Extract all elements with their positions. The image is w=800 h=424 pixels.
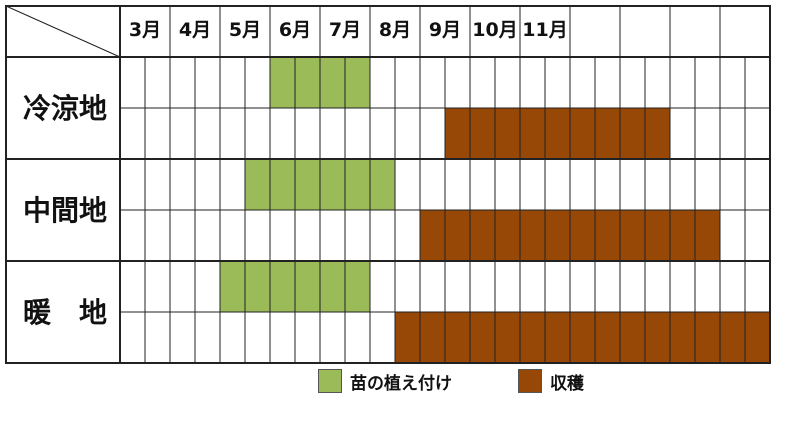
planting-cell bbox=[270, 159, 295, 210]
harvest-cell bbox=[670, 312, 695, 363]
harvest-cell bbox=[570, 210, 595, 261]
harvest-cell bbox=[520, 312, 545, 363]
harvest-cell bbox=[545, 108, 570, 159]
month-label: 11月 bbox=[522, 19, 567, 41]
region-label: 暖 地 bbox=[23, 296, 107, 329]
planting-cell bbox=[295, 159, 320, 210]
month-label: 5月 bbox=[229, 19, 261, 41]
harvest-cell bbox=[420, 210, 445, 261]
harvest-cell bbox=[720, 312, 745, 363]
harvest-cell bbox=[495, 108, 520, 159]
harvest-cell bbox=[645, 210, 670, 261]
harvest-cell bbox=[745, 312, 770, 363]
harvest-cell bbox=[420, 312, 445, 363]
harvest-cell bbox=[470, 108, 495, 159]
region-label: 中間地 bbox=[23, 194, 107, 227]
harvest-cell bbox=[495, 210, 520, 261]
harvest-cell bbox=[520, 210, 545, 261]
planting-cell bbox=[345, 261, 370, 312]
harvest-cell bbox=[545, 210, 570, 261]
grid-outer-border bbox=[5, 5, 771, 364]
planting-cell bbox=[345, 159, 370, 210]
planting-cell bbox=[320, 57, 345, 108]
planting-cell bbox=[320, 261, 345, 312]
month-label: 9月 bbox=[429, 19, 461, 41]
planting-cell bbox=[345, 57, 370, 108]
legend-planting: 苗の植え付け bbox=[318, 368, 452, 394]
harvest-cell bbox=[645, 108, 670, 159]
planting-cell bbox=[245, 159, 270, 210]
month-label: 3月 bbox=[129, 19, 161, 41]
harvest-cell bbox=[595, 108, 620, 159]
planting-cell bbox=[320, 159, 345, 210]
month-label: 10月 bbox=[472, 19, 517, 41]
harvest-cell bbox=[470, 312, 495, 363]
planting-cell bbox=[295, 57, 320, 108]
harvest-cell bbox=[695, 312, 720, 363]
region-label: 冷涼地 bbox=[23, 92, 107, 125]
harvest-cell bbox=[545, 312, 570, 363]
harvest-swatch bbox=[518, 369, 542, 393]
harvest-cell bbox=[445, 108, 470, 159]
harvest-cell bbox=[670, 210, 695, 261]
planting-cell bbox=[245, 261, 270, 312]
legend-planting-label: 苗の植え付け bbox=[350, 373, 452, 394]
harvest-cell bbox=[445, 312, 470, 363]
harvest-cell bbox=[695, 210, 720, 261]
harvest-cell bbox=[645, 312, 670, 363]
harvest-cell bbox=[395, 312, 420, 363]
legend-harvest-label: 収穫 bbox=[550, 373, 584, 394]
harvest-cell bbox=[520, 108, 545, 159]
harvest-cell bbox=[570, 108, 595, 159]
harvest-cell bbox=[570, 312, 595, 363]
harvest-cell bbox=[445, 210, 470, 261]
harvest-cell bbox=[470, 210, 495, 261]
planting-cell bbox=[220, 261, 245, 312]
legend-harvest: 収穫 bbox=[518, 368, 584, 394]
planting-cell bbox=[270, 261, 295, 312]
month-label: 4月 bbox=[179, 19, 211, 41]
harvest-cell bbox=[620, 108, 645, 159]
month-label: 6月 bbox=[279, 19, 311, 41]
planting-swatch bbox=[318, 369, 342, 393]
planting-cell bbox=[270, 57, 295, 108]
planting-cell bbox=[295, 261, 320, 312]
month-label: 7月 bbox=[329, 19, 361, 41]
harvest-cell bbox=[495, 312, 520, 363]
planting-cell bbox=[370, 159, 395, 210]
month-label: 8月 bbox=[379, 19, 411, 41]
harvest-cell bbox=[620, 210, 645, 261]
corner-diagonal bbox=[5, 5, 121, 58]
harvest-cell bbox=[595, 312, 620, 363]
harvest-cell bbox=[595, 210, 620, 261]
harvest-cell bbox=[620, 312, 645, 363]
